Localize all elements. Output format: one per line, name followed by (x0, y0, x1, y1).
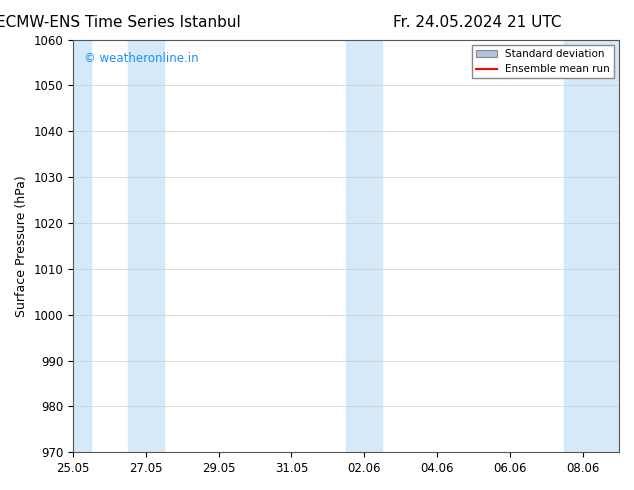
Bar (346, 40, 382, 452)
Text: © weatheronline.in: © weatheronline.in (84, 52, 198, 65)
Y-axis label: Surface Pressure (hPa): Surface Pressure (hPa) (15, 175, 28, 317)
Text: ECMW-ENS Time Series Istanbul: ECMW-ENS Time Series Istanbul (0, 15, 241, 30)
Legend: Standard deviation, Ensemble mean run: Standard deviation, Ensemble mean run (472, 45, 614, 78)
Bar (127, 40, 164, 452)
Text: Fr. 24.05.2024 21 UTC: Fr. 24.05.2024 21 UTC (393, 15, 562, 30)
Bar (73, 40, 91, 452)
Bar (564, 40, 619, 452)
